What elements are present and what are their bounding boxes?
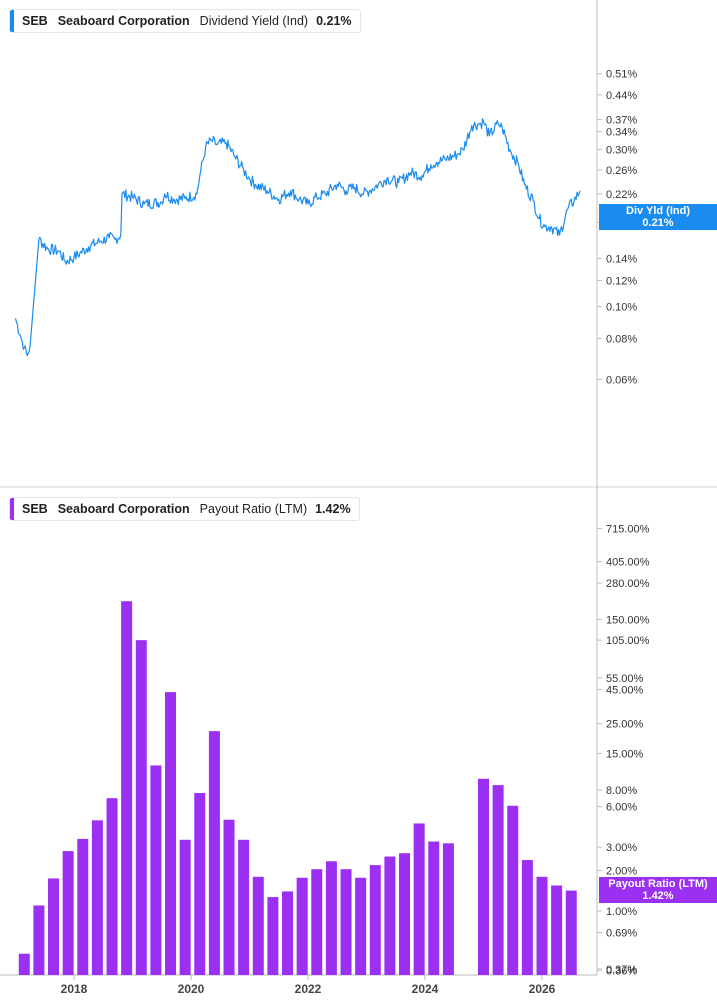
payout-ratio-bar bbox=[369, 865, 381, 975]
legend-ticker: SEB bbox=[22, 14, 48, 28]
dividend-yield-line bbox=[14, 118, 581, 357]
y-tick-label: 0.30% bbox=[606, 145, 637, 157]
y-tick-label: 0.69% bbox=[606, 928, 637, 940]
payout-ratio-bar bbox=[536, 876, 548, 975]
payout-ratio-bar bbox=[18, 953, 30, 975]
y-tick-label: 15.00% bbox=[606, 748, 644, 760]
payout-ratio-bar bbox=[311, 869, 323, 975]
payout-ratio-bar bbox=[135, 640, 147, 975]
payout-ratio-bar bbox=[565, 890, 577, 975]
payout-ratio-bar bbox=[150, 765, 162, 975]
y-tick-label: 1.00% bbox=[606, 906, 637, 918]
y-tick-label: 0.06% bbox=[606, 375, 637, 387]
y-tick-label: 0.34% bbox=[606, 127, 637, 139]
payout-ratio-bar bbox=[121, 601, 133, 975]
payout-ratio-bar bbox=[179, 839, 191, 975]
y-tick-label: 715.00% bbox=[606, 524, 650, 536]
dividend-yield-swatch bbox=[10, 10, 14, 32]
payout-ratio-bar bbox=[282, 891, 294, 975]
flag-label: Payout Ratio (LTM) bbox=[608, 878, 708, 890]
payout-ratio-bar bbox=[521, 860, 533, 975]
payout-ratio-bar bbox=[194, 792, 206, 975]
flag-value: 0.21% bbox=[642, 217, 674, 229]
payout-ratio-bar bbox=[91, 820, 103, 975]
payout-ratio-bar bbox=[399, 853, 411, 975]
payout-ratio-bar bbox=[252, 876, 264, 975]
payout-ratio-bar bbox=[48, 878, 60, 975]
payout-ratio-bar bbox=[33, 905, 45, 975]
flag-value: 1.42% bbox=[642, 890, 674, 902]
legend-company: Seaboard Corporation bbox=[57, 502, 190, 516]
payout-ratio-bar bbox=[62, 851, 74, 975]
y-tick-label: 25.00% bbox=[606, 719, 644, 731]
x-tick-label: 2024 bbox=[412, 982, 439, 996]
payout-ratio-bar bbox=[413, 823, 425, 975]
payout-ratio-bar bbox=[208, 731, 220, 975]
y-tick-label: 0.08% bbox=[606, 333, 637, 345]
payout-ratio-bar bbox=[165, 692, 177, 975]
payout-ratio-bar bbox=[77, 838, 89, 975]
payout-ratio-bar bbox=[223, 819, 235, 975]
y-tick-label: 0.14% bbox=[606, 253, 637, 265]
payout-ratio-legend: SEB Seaboard Corporation Payout Ratio (L… bbox=[9, 497, 360, 521]
payout-ratio-bar bbox=[355, 877, 367, 975]
payout-ratio-bar bbox=[106, 798, 118, 975]
y-tick-label: 45.00% bbox=[606, 684, 644, 696]
y-tick-label: 0.44% bbox=[606, 90, 637, 102]
x-tick-label: 2022 bbox=[295, 982, 322, 996]
dividend-yield-legend: SEB Seaboard Corporation Dividend Yield … bbox=[9, 9, 361, 33]
payout-ratio-bar bbox=[507, 805, 519, 975]
y-tick-label: 0.26% bbox=[606, 165, 637, 177]
y-tick-label: 405.00% bbox=[606, 557, 650, 569]
payout-ratio-bar bbox=[325, 861, 337, 975]
y-tick-label: 8.00% bbox=[606, 785, 637, 797]
payout-ratio-price-flag: Payout Ratio (LTM) 1.42% bbox=[599, 877, 717, 903]
legend-ticker: SEB bbox=[22, 502, 48, 516]
y-tick-label: 3.00% bbox=[606, 842, 637, 854]
y-tick-label: 0.37% bbox=[606, 115, 637, 127]
y-tick-label: 0.51% bbox=[606, 69, 637, 81]
payout-ratio-bar bbox=[492, 785, 504, 975]
legend-metric: Payout Ratio (LTM) bbox=[199, 502, 308, 516]
payout-ratio-bar bbox=[340, 869, 352, 975]
payout-ratio-bar bbox=[478, 778, 489, 975]
y-tick-label: 0.37% bbox=[606, 964, 637, 976]
payout-ratio-bar bbox=[267, 897, 279, 975]
y-tick-label: 0.36% bbox=[606, 965, 637, 977]
payout-ratio-swatch bbox=[10, 498, 14, 520]
y-tick-label: 0.12% bbox=[606, 275, 637, 287]
legend-value: 1.42% bbox=[315, 502, 351, 516]
y-tick-label: 150.00% bbox=[606, 614, 650, 626]
payout-ratio-bar bbox=[428, 841, 440, 975]
x-tick-label: 2020 bbox=[178, 982, 205, 996]
payout-ratio-bar bbox=[551, 885, 563, 975]
x-tick-label: 2018 bbox=[61, 982, 88, 996]
y-tick-label: 6.00% bbox=[606, 802, 637, 814]
x-tick-label: 2026 bbox=[529, 982, 556, 996]
flag-label: Div Yld (Ind) bbox=[626, 205, 690, 217]
payout-ratio-bar bbox=[384, 856, 396, 975]
y-tick-label: 280.00% bbox=[606, 578, 650, 590]
y-tick-label: 2.00% bbox=[606, 866, 637, 878]
legend-metric: Dividend Yield (Ind) bbox=[199, 14, 309, 28]
payout-ratio-bar bbox=[442, 843, 454, 975]
payout-ratio-bar bbox=[238, 839, 250, 975]
y-tick-label: 0.10% bbox=[606, 302, 637, 314]
payout-ratio-bar bbox=[296, 877, 308, 975]
y-tick-label: 105.00% bbox=[606, 635, 650, 647]
y-tick-label: 55.00% bbox=[606, 673, 644, 685]
y-tick-label: 0.22% bbox=[606, 189, 637, 201]
legend-company: Seaboard Corporation bbox=[57, 14, 190, 28]
legend-value: 0.21% bbox=[316, 14, 352, 28]
dividend-yield-price-flag: Div Yld (Ind) 0.21% bbox=[599, 204, 717, 230]
